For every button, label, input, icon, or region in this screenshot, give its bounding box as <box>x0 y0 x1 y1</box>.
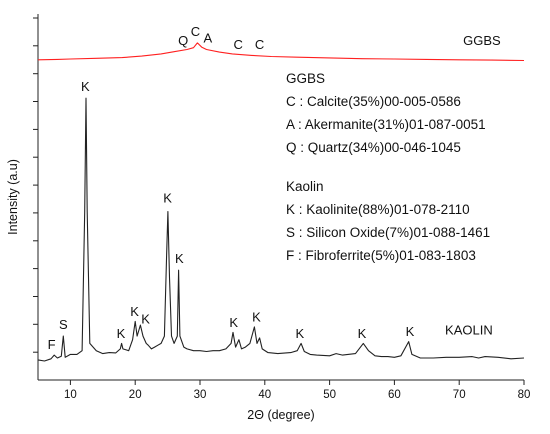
y-axis-title: Intensity (a.u) <box>6 159 20 235</box>
peak-label: A <box>203 31 212 46</box>
legend-ggbs-entry: A : Akermanite(31%)01-087-0051 <box>286 117 486 132</box>
x-tick-label: 10 <box>64 389 77 401</box>
legend-kaolin-title: Kaolin <box>286 179 324 194</box>
x-tick-label: 60 <box>388 389 401 401</box>
legend-ggbs-entry: C : Calcite(35%)00-005-0586 <box>286 94 461 109</box>
series-labels: GGBS KAOLIN <box>445 33 501 337</box>
peak-label: K <box>81 79 90 94</box>
peak-label: K <box>163 191 172 206</box>
peak-label: K <box>252 309 261 324</box>
peak-label: K <box>406 324 415 339</box>
legend-kaolin-entry: S : Silicon Oxide(7%)01-088-1461 <box>286 225 490 240</box>
peak-label: K <box>229 315 238 330</box>
peak-label: K <box>141 311 150 326</box>
series-layer <box>37 42 525 362</box>
x-tick-label: 20 <box>129 389 142 401</box>
series-line-kaolin <box>37 97 525 362</box>
peak-label: K <box>117 326 126 341</box>
peak-label: K <box>295 326 304 341</box>
legend-ggbs-title: GGBS <box>286 71 325 86</box>
peak-label: S <box>59 317 68 332</box>
peak-label: K <box>358 326 367 341</box>
series-label: KAOLIN <box>445 322 493 337</box>
legend-kaolin-entry: F : Fibroferrite(5%)01-083-1803 <box>286 248 476 263</box>
peak-label: C <box>255 37 264 52</box>
legend-kaolin-entry: K : Kaolinite(88%)01-078-2110 <box>286 202 470 217</box>
legend: GGBS C : Calcite(35%)00-005-0586 A : Ake… <box>286 71 490 263</box>
peak-label: F <box>48 337 56 352</box>
peak-label: Q <box>178 33 188 48</box>
peak-label: K <box>175 251 184 266</box>
x-tick-label: 80 <box>518 389 531 401</box>
peak-label: C <box>234 37 243 52</box>
peak-label: K <box>130 304 139 319</box>
y-ticks <box>33 17 38 353</box>
x-axis-title: 2Θ (degree) <box>247 408 314 422</box>
x-tick-label: 70 <box>453 389 466 401</box>
x-tick-label: 50 <box>323 389 336 401</box>
legend-ggbs-entry: Q : Quartz(34%)00-046-1045 <box>286 140 461 155</box>
series-label: GGBS <box>463 33 501 48</box>
x-ticks: 10 20 30 40 50 60 70 80 <box>64 380 530 401</box>
x-tick-label: 30 <box>194 389 207 401</box>
x-tick-label: 40 <box>258 389 271 401</box>
peak-label: C <box>191 24 200 39</box>
series-line-ggbs <box>37 42 525 62</box>
